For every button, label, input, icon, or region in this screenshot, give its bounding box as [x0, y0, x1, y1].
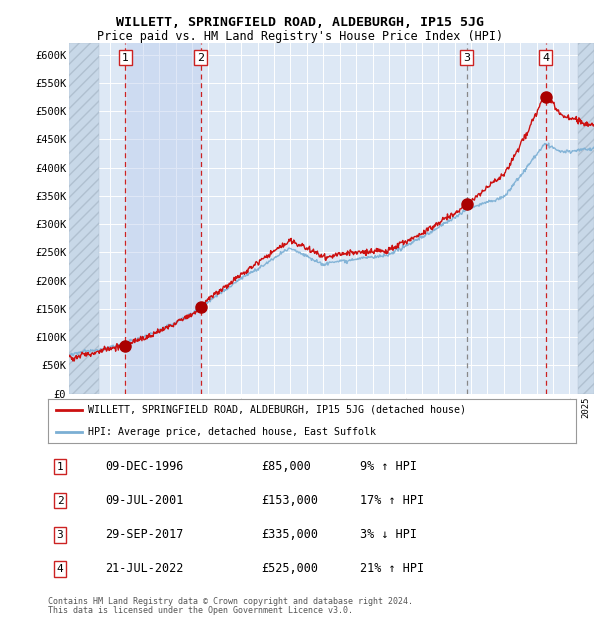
Text: £335,000: £335,000 — [261, 528, 318, 541]
Bar — [69, 43, 98, 394]
Text: 21% ↑ HPI: 21% ↑ HPI — [360, 562, 424, 575]
Text: WILLETT, SPRINGFIELD ROAD, ALDEBURGH, IP15 5JG: WILLETT, SPRINGFIELD ROAD, ALDEBURGH, IP… — [116, 16, 484, 29]
Text: 2: 2 — [197, 53, 204, 63]
Text: 4: 4 — [542, 53, 549, 63]
Text: 3% ↓ HPI: 3% ↓ HPI — [360, 528, 417, 541]
Text: Contains HM Land Registry data © Crown copyright and database right 2024.: Contains HM Land Registry data © Crown c… — [48, 597, 413, 606]
Bar — [125, 43, 200, 394]
Text: 09-DEC-1996: 09-DEC-1996 — [105, 460, 184, 473]
Text: HPI: Average price, detached house, East Suffolk: HPI: Average price, detached house, East… — [88, 427, 376, 437]
Text: £525,000: £525,000 — [261, 562, 318, 575]
Text: 9% ↑ HPI: 9% ↑ HPI — [360, 460, 417, 473]
Text: 2: 2 — [56, 495, 64, 506]
Text: 4: 4 — [56, 564, 64, 574]
Text: Price paid vs. HM Land Registry's House Price Index (HPI): Price paid vs. HM Land Registry's House … — [97, 30, 503, 43]
Text: 09-JUL-2001: 09-JUL-2001 — [105, 494, 184, 507]
Text: £85,000: £85,000 — [261, 460, 311, 473]
Text: £153,000: £153,000 — [261, 494, 318, 507]
Text: 1: 1 — [56, 461, 64, 472]
Text: 3: 3 — [56, 529, 64, 540]
Text: 29-SEP-2017: 29-SEP-2017 — [105, 528, 184, 541]
Bar — [578, 43, 594, 394]
Text: 21-JUL-2022: 21-JUL-2022 — [105, 562, 184, 575]
Text: This data is licensed under the Open Government Licence v3.0.: This data is licensed under the Open Gov… — [48, 606, 353, 615]
Text: 17% ↑ HPI: 17% ↑ HPI — [360, 494, 424, 507]
Text: 1: 1 — [122, 53, 129, 63]
Text: 3: 3 — [463, 53, 470, 63]
Text: WILLETT, SPRINGFIELD ROAD, ALDEBURGH, IP15 5JG (detached house): WILLETT, SPRINGFIELD ROAD, ALDEBURGH, IP… — [88, 405, 466, 415]
